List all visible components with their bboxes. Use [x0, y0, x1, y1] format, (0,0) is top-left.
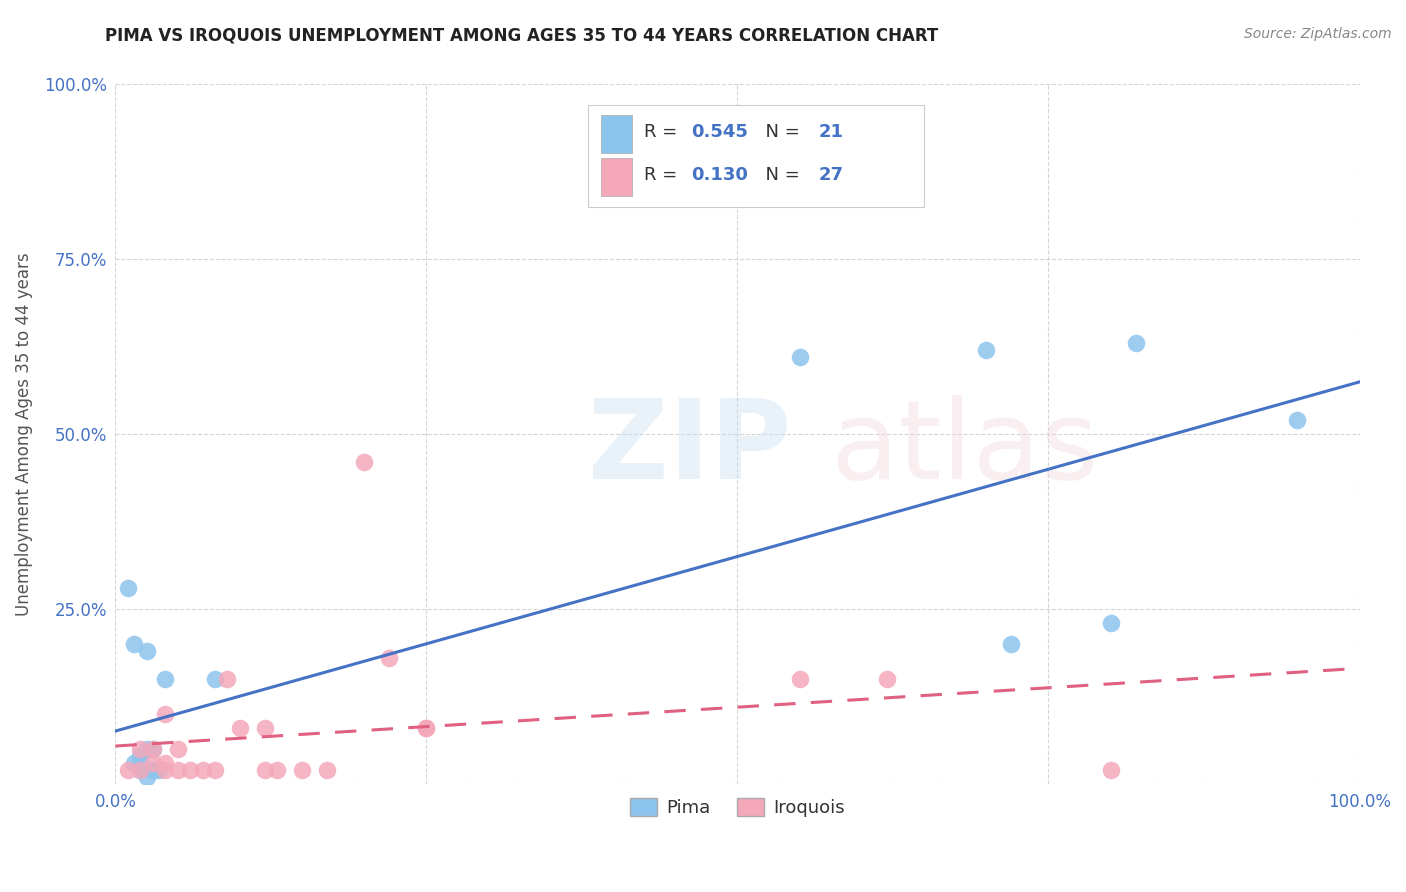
Point — [129, 742, 152, 756]
Point — [142, 742, 165, 756]
Point — [166, 764, 188, 778]
Point — [316, 764, 339, 778]
Point — [129, 764, 152, 778]
Point — [155, 673, 177, 687]
Point — [217, 673, 239, 687]
Point — [117, 764, 139, 778]
Point — [148, 764, 170, 778]
Point — [191, 764, 214, 778]
Point — [378, 651, 401, 665]
Point — [1000, 637, 1022, 651]
Text: N =: N = — [754, 167, 806, 185]
Point — [129, 764, 152, 778]
Point — [1125, 336, 1147, 351]
Point — [1099, 616, 1122, 631]
Point — [253, 722, 276, 736]
Point — [117, 582, 139, 596]
Point — [142, 756, 165, 771]
Point — [291, 764, 314, 778]
FancyBboxPatch shape — [588, 105, 924, 207]
Point — [129, 756, 152, 771]
Point — [876, 673, 898, 687]
Point — [155, 707, 177, 722]
Point — [155, 764, 177, 778]
Text: PIMA VS IROQUOIS UNEMPLOYMENT AMONG AGES 35 TO 44 YEARS CORRELATION CHART: PIMA VS IROQUOIS UNEMPLOYMENT AMONG AGES… — [105, 27, 939, 45]
Point — [266, 764, 288, 778]
Text: Source: ZipAtlas.com: Source: ZipAtlas.com — [1244, 27, 1392, 41]
Y-axis label: Unemployment Among Ages 35 to 44 years: Unemployment Among Ages 35 to 44 years — [15, 252, 32, 616]
Point — [229, 722, 252, 736]
Point — [204, 764, 226, 778]
Legend: Pima, Iroquois: Pima, Iroquois — [623, 791, 852, 824]
Point — [1286, 413, 1309, 427]
Point — [135, 771, 157, 785]
Point — [129, 749, 152, 764]
Point — [179, 764, 201, 778]
Point — [415, 722, 437, 736]
Point — [415, 722, 437, 736]
Point — [1099, 764, 1122, 778]
Point — [122, 756, 145, 771]
Text: R =: R = — [644, 167, 683, 185]
Point — [135, 742, 157, 756]
Point — [129, 764, 152, 778]
Point — [789, 673, 811, 687]
Text: 21: 21 — [818, 123, 844, 141]
Point — [142, 742, 165, 756]
Point — [135, 644, 157, 658]
Point — [122, 637, 145, 651]
Text: 27: 27 — [818, 167, 844, 185]
Text: 0.545: 0.545 — [692, 123, 748, 141]
Point — [253, 764, 276, 778]
Point — [353, 455, 375, 469]
Text: N =: N = — [754, 123, 806, 141]
Point — [142, 764, 165, 778]
Point — [974, 343, 997, 358]
Point — [204, 673, 226, 687]
FancyBboxPatch shape — [600, 114, 631, 153]
Point — [789, 351, 811, 365]
Point — [155, 756, 177, 771]
Text: R =: R = — [644, 123, 683, 141]
Text: atlas: atlas — [831, 395, 1099, 502]
FancyBboxPatch shape — [600, 158, 631, 196]
Text: 0.130: 0.130 — [692, 167, 748, 185]
Text: ZIP: ZIP — [588, 395, 792, 502]
Point — [166, 742, 188, 756]
